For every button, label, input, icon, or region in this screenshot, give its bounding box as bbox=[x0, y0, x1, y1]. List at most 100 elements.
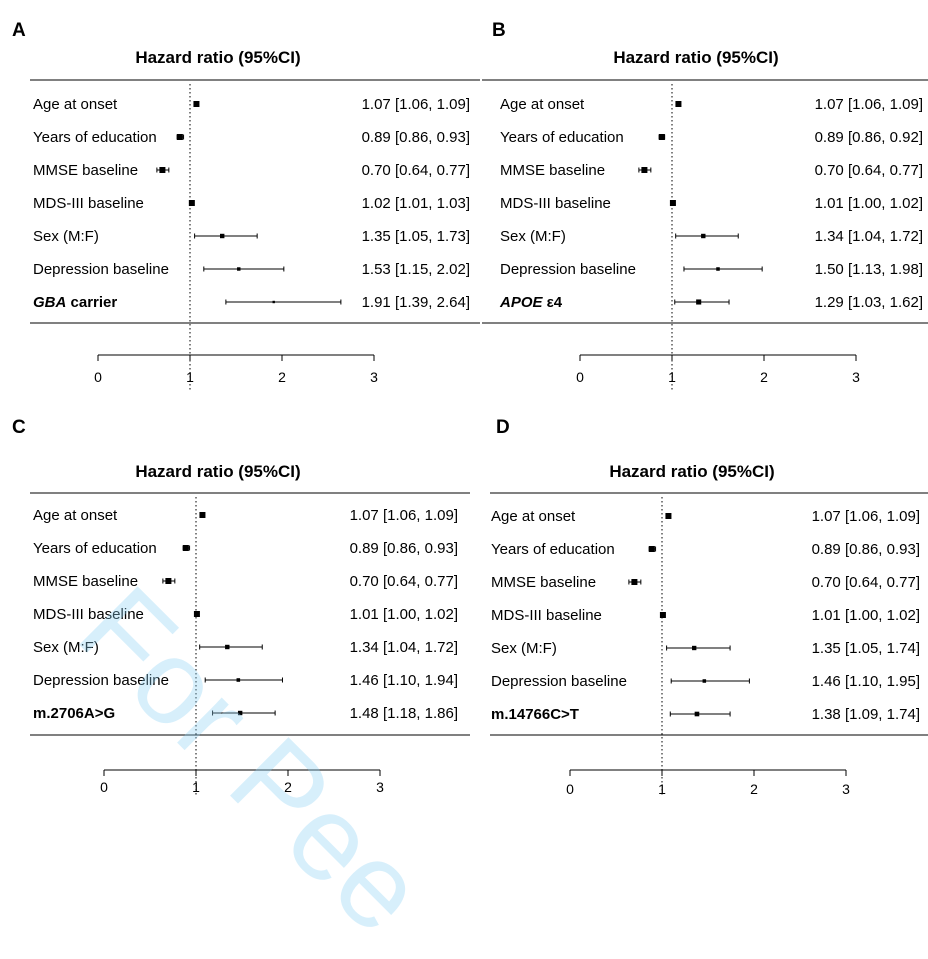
row-hr-text: 1.48 [1.18, 1.86] bbox=[350, 705, 458, 722]
row-label: Years of education bbox=[491, 541, 615, 558]
point-estimate bbox=[272, 300, 275, 304]
panel-letter: D bbox=[496, 417, 510, 438]
row-hr-text: 1.07 [1.06, 1.09] bbox=[815, 96, 923, 113]
point-estimate bbox=[165, 578, 172, 584]
x-tick-label: 1 bbox=[186, 369, 194, 385]
row-hr-text: 0.70 [0.64, 0.77] bbox=[812, 574, 920, 591]
row-label: Age at onset bbox=[491, 508, 576, 525]
panel-a: A Hazard ratio (95%CI) Age at onset 1.07 [1… bbox=[0, 0, 480, 392]
point-estimate bbox=[658, 134, 665, 140]
point-estimate bbox=[199, 512, 206, 518]
row-hr-text: 1.35 [1.05, 1.73] bbox=[362, 228, 470, 245]
point-estimate bbox=[188, 200, 195, 206]
row-label: MDS-III baseline bbox=[491, 607, 602, 624]
point-estimate bbox=[648, 546, 655, 552]
row-hr-text: 1.01 [1.00, 1.02] bbox=[815, 195, 923, 212]
panel-d: D Hazard ratio (95%CI) Age at onset 1.07 [1… bbox=[472, 406, 928, 797]
x-tick-label: 1 bbox=[658, 781, 666, 797]
row-label: Age at onset bbox=[33, 96, 118, 113]
row-label: Sex (M:F) bbox=[33, 228, 99, 245]
point-estimate bbox=[665, 513, 672, 519]
chart-title: Hazard ratio (95%CI) bbox=[135, 48, 300, 67]
row-label: Years of education bbox=[33, 129, 157, 146]
x-tick-label: 0 bbox=[576, 369, 584, 385]
row-label: APOE ε4 bbox=[499, 294, 563, 311]
row-hr-text: 1.07 [1.06, 1.09] bbox=[350, 507, 458, 524]
point-estimate bbox=[193, 101, 200, 107]
point-estimate bbox=[236, 678, 241, 682]
row-hr-text: 1.07 [1.06, 1.09] bbox=[362, 96, 470, 113]
row-hr-text: 1.29 [1.03, 1.62] bbox=[815, 294, 923, 311]
forest-plot-d: D Hazard ratio (95%CI) Age at onset 1.07 [1… bbox=[490, 417, 928, 797]
row-hr-text: 1.02 [1.01, 1.03] bbox=[362, 195, 470, 212]
row-label: Depression baseline bbox=[491, 673, 627, 690]
row-label: m.2706A>G bbox=[33, 705, 115, 722]
row-label: MMSE baseline bbox=[500, 162, 605, 179]
row-hr-text: 1.35 [1.05, 1.74] bbox=[812, 640, 920, 657]
point-estimate bbox=[219, 233, 225, 239]
row-label: Years of education bbox=[33, 540, 157, 557]
row-label: Sex (M:F) bbox=[491, 640, 557, 657]
row-hr-text: 1.91 [1.39, 2.64] bbox=[362, 294, 470, 311]
row-hr-text: 0.70 [0.64, 0.77] bbox=[815, 162, 923, 179]
row-hr-text: 1.38 [1.09, 1.74] bbox=[812, 706, 920, 723]
x-tick-label: 2 bbox=[750, 781, 758, 797]
row-label: MDS-III baseline bbox=[33, 195, 144, 212]
x-tick-label: 1 bbox=[192, 779, 200, 795]
point-estimate bbox=[692, 645, 697, 651]
row-label-italic: GBA bbox=[33, 294, 66, 311]
chart-title: Hazard ratio (95%CI) bbox=[609, 462, 774, 481]
x-tick-label: 0 bbox=[100, 779, 108, 795]
forest-plot-a: A Hazard ratio (95%CI) Age at onset 1.07 [1… bbox=[12, 20, 480, 392]
row-hr-text: 0.89 [0.86, 0.93] bbox=[350, 540, 458, 557]
point-estimate bbox=[176, 134, 183, 140]
row-hr-text: 0.89 [0.86, 0.93] bbox=[812, 541, 920, 558]
point-estimate bbox=[669, 200, 676, 206]
panel-letter: C bbox=[12, 417, 26, 438]
row-label: m.14766C>T bbox=[491, 706, 579, 723]
row-hr-text: 1.01 [1.00, 1.02] bbox=[350, 606, 458, 623]
point-estimate bbox=[182, 545, 189, 551]
row-hr-text: 1.34 [1.04, 1.72] bbox=[815, 228, 923, 245]
point-estimate bbox=[641, 167, 648, 173]
row-label: Years of education bbox=[500, 129, 624, 146]
row-hr-text: 1.53 [1.15, 2.02] bbox=[362, 261, 470, 278]
row-hr-text: 1.07 [1.06, 1.09] bbox=[812, 508, 920, 525]
row-label: MMSE baseline bbox=[33, 162, 138, 179]
chart-title: Hazard ratio (95%CI) bbox=[613, 48, 778, 67]
x-tick-label: 3 bbox=[852, 369, 860, 385]
point-estimate bbox=[701, 233, 706, 239]
row-hr-text: 0.70 [0.64, 0.77] bbox=[350, 573, 458, 590]
forest-plot-c: C Hazard ratio (95%CI) Age at onset 1.07 [1… bbox=[12, 417, 470, 796]
point-estimate bbox=[225, 644, 230, 650]
x-tick-label: 3 bbox=[376, 779, 384, 795]
row-hr-text: 0.70 [0.64, 0.77] bbox=[362, 162, 470, 179]
x-tick-label: 2 bbox=[760, 369, 768, 385]
row-label-rest: ε4 bbox=[543, 294, 563, 311]
row-label: Sex (M:F) bbox=[33, 639, 99, 656]
point-estimate bbox=[696, 299, 702, 305]
x-tick-label: 2 bbox=[284, 779, 292, 795]
panel-b: B Hazard ratio (95%CI) Age at onset 1.07 [1… bbox=[482, 0, 928, 392]
row-label: Depression baseline bbox=[33, 261, 169, 278]
row-hr-text: 1.34 [1.04, 1.72] bbox=[350, 639, 458, 656]
row-hr-text: 1.46 [1.10, 1.95] bbox=[812, 673, 920, 690]
row-label: Age at onset bbox=[33, 507, 118, 524]
x-tick-label: 0 bbox=[566, 781, 574, 797]
row-label-rest: carrier bbox=[66, 294, 117, 311]
point-estimate bbox=[659, 612, 666, 618]
row-label-italic: APOE bbox=[499, 294, 544, 311]
point-estimate bbox=[159, 167, 166, 173]
point-estimate bbox=[702, 679, 707, 683]
panel-c: C Hazard ratio (95%CI) Age at onset 1.07 [1… bbox=[0, 406, 470, 796]
row-hr-text: 0.89 [0.86, 0.92] bbox=[815, 129, 923, 146]
panel-letter: A bbox=[12, 20, 26, 41]
row-hr-text: 1.50 [1.13, 1.98] bbox=[815, 261, 923, 278]
forest-plot-b: B Hazard ratio (95%CI) Age at onset 1.07 [1… bbox=[482, 20, 928, 392]
panel-letter: B bbox=[492, 20, 506, 41]
row-hr-text: 1.46 [1.10, 1.94] bbox=[350, 672, 458, 689]
x-tick-label: 1 bbox=[668, 369, 676, 385]
x-tick-label: 3 bbox=[842, 781, 850, 797]
row-label: MDS-III baseline bbox=[500, 195, 611, 212]
point-estimate bbox=[716, 267, 720, 271]
